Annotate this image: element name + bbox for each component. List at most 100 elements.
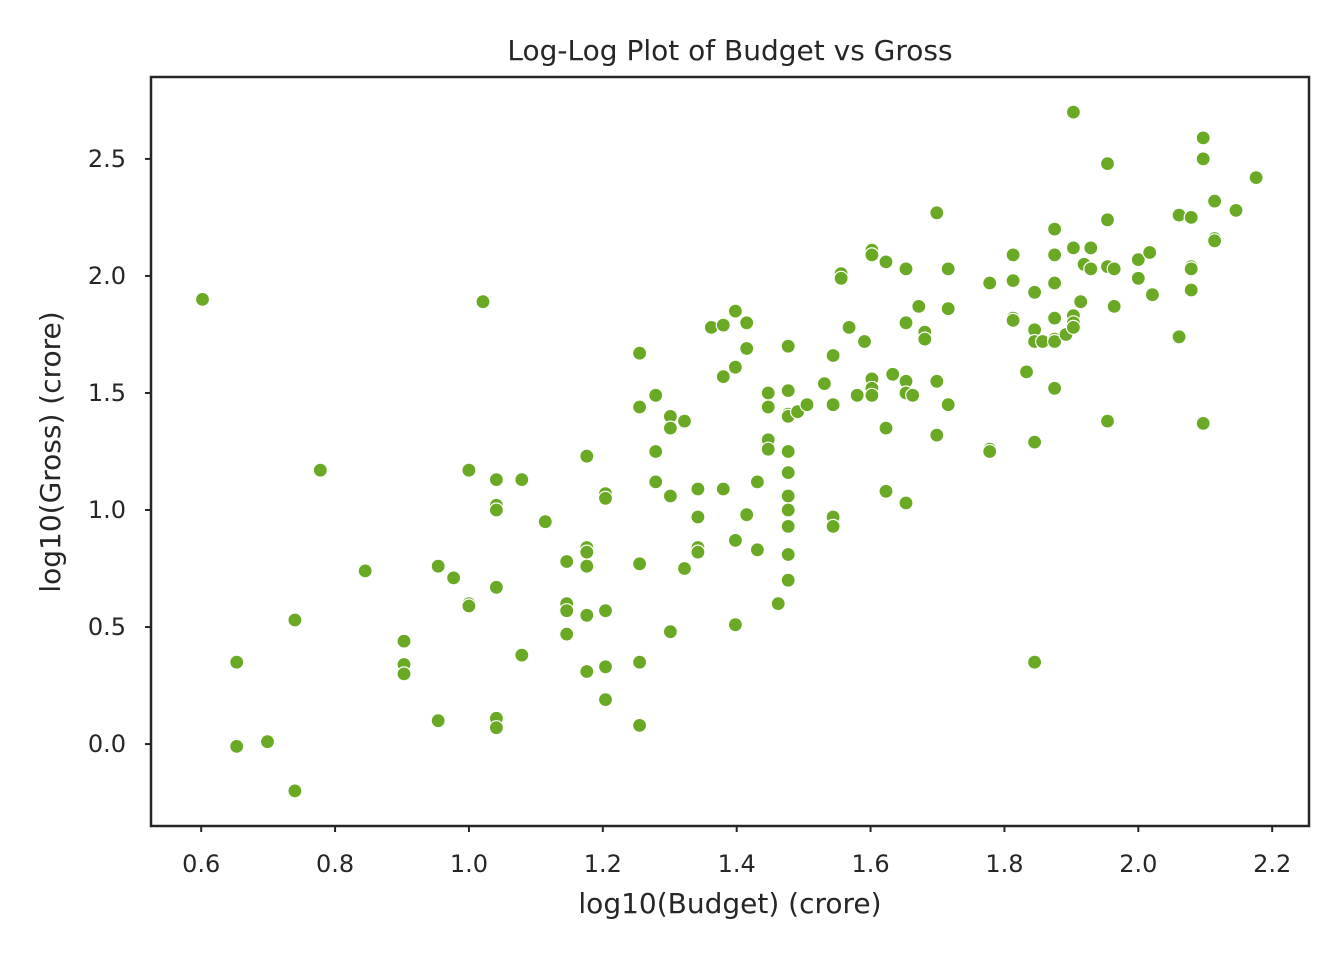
y-tick-label: 1.0 <box>88 496 126 524</box>
scatter-point <box>1228 202 1244 218</box>
scatter-point <box>715 369 731 385</box>
scatter-point <box>1046 380 1063 396</box>
scatter-point <box>648 387 664 403</box>
scatter-point <box>1046 310 1063 326</box>
scatter-point <box>579 448 595 464</box>
scatter-point <box>1083 240 1099 256</box>
scatter-point <box>715 481 731 497</box>
y-tick-label: 2.5 <box>88 145 126 173</box>
scatter-point <box>911 298 927 314</box>
scatter-point <box>780 338 796 354</box>
y-tick-label: 2.0 <box>88 262 126 290</box>
scatter-point <box>1026 284 1043 300</box>
scatter-point <box>312 462 328 478</box>
scatter-point <box>1099 156 1116 172</box>
x-tick-label: 0.8 <box>316 850 354 878</box>
scatter-point <box>727 532 744 549</box>
scatter-point <box>488 502 504 518</box>
scatter-point <box>676 413 693 429</box>
scatter-point <box>780 502 796 518</box>
scatter-point <box>816 376 833 392</box>
scatter-point <box>825 518 841 535</box>
scatter-point <box>940 261 956 277</box>
scatter-point <box>1046 333 1063 350</box>
scatter-point <box>780 383 796 399</box>
scatter-point <box>1065 104 1082 120</box>
scatter-point <box>898 261 914 277</box>
x-tick-label: 0.6 <box>182 850 220 878</box>
scatter-point <box>982 443 998 460</box>
x-tick-label: 1.6 <box>851 850 889 878</box>
scatter-point <box>597 691 614 708</box>
scatter-point <box>631 717 648 734</box>
scatter-point <box>514 647 530 663</box>
scatter-point <box>898 495 914 511</box>
scatter-point <box>631 556 648 572</box>
scatter-point <box>579 544 595 560</box>
scatter-point <box>1018 364 1035 380</box>
scatter-point <box>727 359 744 375</box>
scatter-point <box>597 659 614 675</box>
scatter-point <box>488 472 504 488</box>
scatter-point <box>760 399 776 415</box>
scatter-point <box>1046 275 1063 291</box>
scatter-point <box>864 247 880 263</box>
scatter-point <box>1046 247 1063 263</box>
scatter-point <box>849 387 865 403</box>
scatter-point <box>739 340 755 357</box>
y-tick-label: 1.5 <box>88 379 126 407</box>
scatter-point <box>559 553 575 570</box>
scatter-point <box>856 333 873 350</box>
scatter-point <box>1099 212 1116 228</box>
scatter-point <box>287 612 303 628</box>
scatter-point <box>1005 273 1021 289</box>
scatter-point <box>929 373 945 389</box>
scatter-point <box>1005 312 1021 328</box>
scatter-point <box>1065 319 1082 335</box>
scatter-point <box>1130 252 1146 268</box>
scatter-point <box>662 624 679 640</box>
scatter-point <box>1195 130 1211 146</box>
scatter-point <box>446 570 462 586</box>
scatter-point <box>690 481 706 497</box>
scatter-point <box>878 420 894 436</box>
scatter-point <box>841 319 857 335</box>
scatter-point <box>917 331 933 347</box>
x-tick-label: 1.0 <box>450 850 488 878</box>
x-tick-label: 2.2 <box>1253 850 1291 878</box>
scatter-point <box>690 509 706 525</box>
scatter-point <box>864 387 880 403</box>
scatter-point <box>229 738 245 755</box>
scatter-point <box>676 560 693 577</box>
scatter-point <box>597 490 614 506</box>
chart-title: Log-Log Plot of Budget vs Gross <box>507 34 952 67</box>
scatter-point <box>929 205 945 221</box>
scatter-point <box>739 507 755 523</box>
scatter-point <box>287 783 303 799</box>
scatter-point <box>940 301 956 317</box>
y-tick-label: 0.5 <box>88 613 126 641</box>
scatter-point <box>1171 329 1187 345</box>
scatter-point <box>1248 170 1264 186</box>
scatter-point <box>885 366 901 382</box>
scatter-point <box>1130 270 1146 286</box>
scatter-point <box>760 385 776 401</box>
scatter-point <box>878 254 894 270</box>
scatter-point <box>833 270 849 286</box>
scatter-point <box>1206 233 1223 249</box>
scatter-point <box>597 603 614 619</box>
scatter-point <box>780 465 796 481</box>
x-tick-label: 1.2 <box>584 850 622 878</box>
scatter-point <box>631 399 648 415</box>
scatter-point <box>739 315 755 331</box>
scatter-point <box>559 626 575 642</box>
scatter-point <box>396 666 412 682</box>
scatter-point <box>396 633 412 649</box>
y-axis-ticks: 0.0 0.5 1.0 1.5 2.0 2.5 <box>88 145 151 758</box>
scatter-point <box>940 397 956 413</box>
scatter-point <box>1142 244 1158 261</box>
x-tick-label: 1.4 <box>718 850 756 878</box>
scatter-point <box>799 397 815 413</box>
scatter-point <box>1183 261 1199 277</box>
